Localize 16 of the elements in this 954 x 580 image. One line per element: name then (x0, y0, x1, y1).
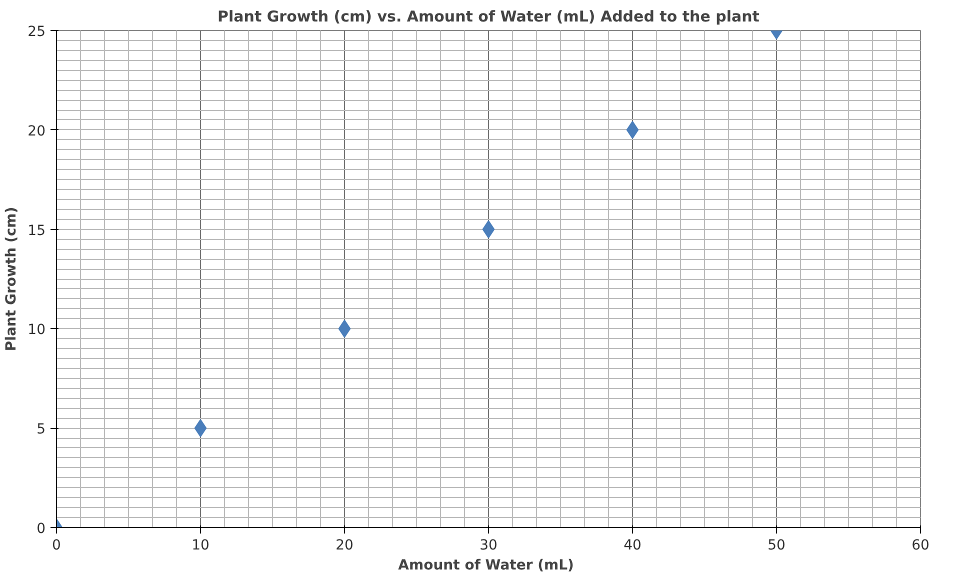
x-axis-title: Amount of Water (mL) (398, 558, 574, 574)
chart-title: Plant Growth (cm) vs. Amount of Water (mL) Added to the plant (218, 8, 760, 26)
x-tick-label: 20 (336, 538, 354, 554)
x-tick-label: 10 (192, 538, 210, 554)
x-tick-label: 50 (768, 538, 786, 554)
y-tick-label: 0 (36, 521, 46, 537)
y-tick-label: 15 (28, 222, 46, 239)
y-tick-label: 10 (28, 322, 46, 338)
y-tick-label: 20 (28, 123, 46, 140)
x-tick-label: 0 (52, 538, 61, 554)
y-axis-title: Plant Growth (cm) (4, 206, 20, 352)
y-tick-label: 25 (28, 24, 46, 40)
x-tick-label: 30 (480, 538, 498, 554)
x-tick-label: 40 (624, 538, 642, 554)
x-tick-label: 60 (912, 538, 930, 554)
y-tick-label: 5 (36, 422, 46, 438)
